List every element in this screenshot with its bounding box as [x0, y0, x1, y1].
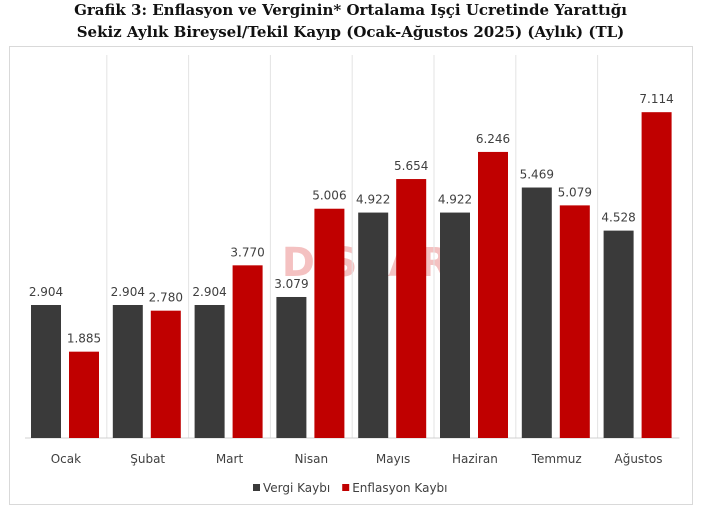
bar-vergi [276, 296, 307, 438]
bar-vergi [112, 304, 143, 438]
bar-enflasyon [396, 179, 427, 438]
data-label: 2.780 [149, 291, 183, 305]
x-tick-label: Temmuz [531, 452, 582, 466]
bar-vergi [440, 212, 470, 438]
x-tick-label: Ağustos [615, 452, 663, 466]
bar-vergi [521, 187, 552, 438]
chart-frame [9, 46, 693, 505]
x-tick-label: Haziran [452, 452, 498, 466]
data-label: 3.770 [230, 245, 264, 259]
bar-enflasyon [232, 265, 263, 438]
data-label: 5.654 [394, 159, 428, 173]
data-label: 2.904 [192, 285, 226, 299]
data-label: 7.114 [639, 92, 673, 106]
data-label: 2.904 [111, 285, 145, 299]
x-tick-label: Şubat [130, 452, 165, 466]
legend-label: Vergi Kaybı [263, 481, 330, 495]
bar-enflasyon [559, 205, 590, 438]
legend-swatch [342, 484, 350, 491]
data-label: 1.885 [67, 332, 101, 346]
bar-enflasyon [150, 310, 181, 438]
bar-enflasyon [314, 208, 345, 438]
data-label: 4.528 [601, 211, 635, 225]
bar-vergi [358, 212, 389, 438]
data-label: 2.904 [29, 285, 63, 299]
x-tick-label: Nisan [295, 452, 329, 466]
data-label: 4.922 [356, 193, 390, 207]
bar-vergi [31, 304, 61, 438]
bar-vergi [194, 304, 225, 438]
data-label: 4.922 [438, 193, 472, 207]
bar-vergi [603, 230, 634, 438]
bar-enflasyon [69, 351, 99, 438]
legend-label: Enflasyon Kaybı [352, 481, 447, 495]
data-label: 6.246 [476, 132, 510, 146]
data-label: 5.469 [520, 168, 554, 182]
bar-enflasyon [478, 151, 508, 438]
x-tick-label: Mayıs [376, 452, 410, 466]
legend-swatch [253, 484, 260, 491]
chart-title: Grafik 3: Enflasyon ve Verginin* Ortalam… [74, 1, 627, 19]
data-label: 5.006 [312, 189, 346, 203]
chart-subtitle: Sekiz Aylık Bireysel/Tekil Kayıp (Ocak-A… [76, 23, 625, 41]
x-tick-label: Mart [216, 452, 244, 466]
data-label: 5.079 [558, 185, 592, 199]
data-label: 3.079 [274, 277, 308, 291]
x-tick-label: Ocak [51, 452, 81, 466]
bar-enflasyon [641, 112, 672, 438]
